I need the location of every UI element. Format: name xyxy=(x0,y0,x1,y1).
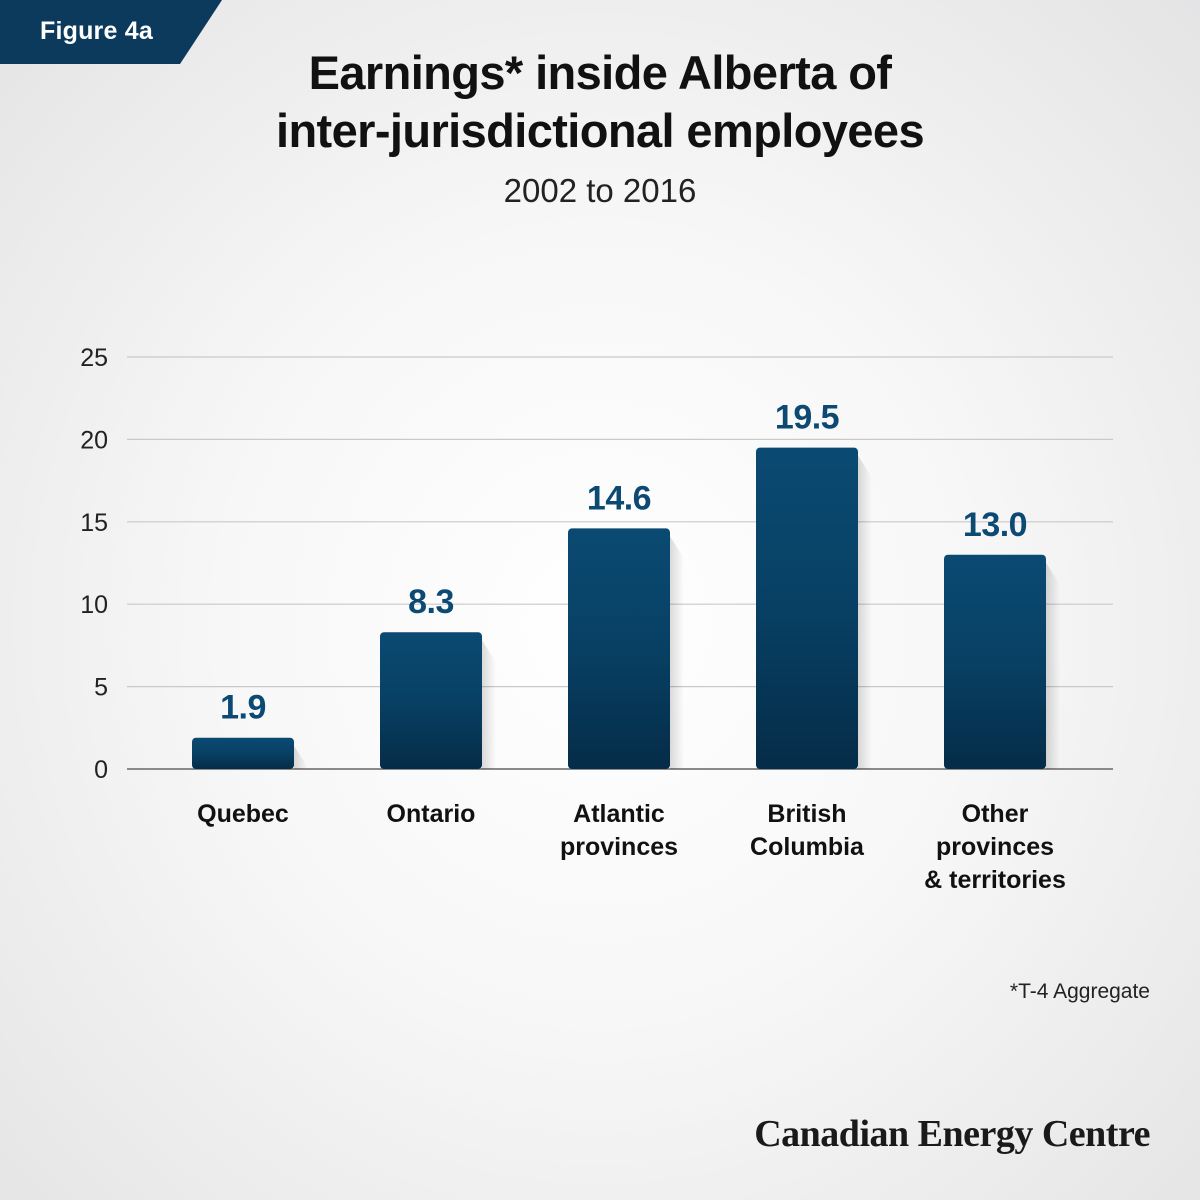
footnote: *T-4 Aggregate xyxy=(1009,980,1150,1003)
bar xyxy=(380,632,482,769)
y-tick-label: 20 xyxy=(80,426,108,454)
x-category-label: Atlantic provinces xyxy=(560,800,678,861)
brand-logo: Canadian Energy Centre xyxy=(754,1113,1150,1155)
bar-shadow xyxy=(858,455,872,769)
y-tick-label: 15 xyxy=(80,509,108,537)
figure-badge: Figure 4a xyxy=(0,0,222,64)
x-category-label-line: provinces xyxy=(936,833,1054,861)
chart-title-line-1: Earnings* inside Alberta of xyxy=(308,46,892,99)
y-tick-label: 5 xyxy=(94,674,108,702)
bar-value-label: 19.5 xyxy=(775,399,839,437)
chart-subtitle: 2002 to 2016 xyxy=(503,172,697,209)
y-tick-label: 0 xyxy=(94,756,108,784)
y-axis-ticks: 0 5 10 15 20 25 xyxy=(80,344,108,784)
value-labels: 1.9 8.3 14.6 19.5 13.0 xyxy=(220,399,1027,727)
x-category-label-line: & territories xyxy=(924,866,1066,894)
bar-value-label: 14.6 xyxy=(587,479,651,517)
chart-title-line-2: inter-jurisdictional employees xyxy=(275,104,925,157)
bar-shadow xyxy=(1046,562,1060,769)
figure-label: Figure 4a xyxy=(40,17,153,45)
x-category-label-line: Other xyxy=(962,800,1029,828)
x-category-label-line: Columbia xyxy=(750,833,865,861)
x-category-label: British Columbia xyxy=(750,800,865,861)
x-category-label-line: provinces xyxy=(560,833,678,861)
x-category-label-line: British xyxy=(767,800,846,828)
x-axis-categories: Quebec Ontario Atlantic provinces British Col… xyxy=(197,800,1066,894)
x-category-label: Ontario xyxy=(387,800,476,828)
bars xyxy=(192,447,1060,769)
x-category-label: Other provinces & territories xyxy=(924,800,1066,894)
bar xyxy=(944,554,1046,769)
chart-title: Earnings* inside Alberta of inter-jurisd… xyxy=(0,44,1200,160)
bar-value-label: 13.0 xyxy=(963,506,1027,544)
x-category-label-line: Atlantic xyxy=(573,800,665,828)
bar xyxy=(756,447,858,769)
x-category-label: Quebec xyxy=(197,800,289,828)
y-tick-label: 10 xyxy=(80,591,108,619)
bar xyxy=(568,528,670,769)
x-category-label-line: Ontario xyxy=(387,800,476,828)
bar-value-label: 1.9 xyxy=(220,689,266,727)
bar xyxy=(192,737,294,769)
y-tick-label: 25 xyxy=(80,344,108,372)
bar-shadow xyxy=(670,536,684,769)
bar-shadow xyxy=(294,745,308,769)
x-category-label-line: Quebec xyxy=(197,800,289,828)
bar-shadow xyxy=(482,640,496,769)
bar-value-label: 8.3 xyxy=(408,583,454,621)
